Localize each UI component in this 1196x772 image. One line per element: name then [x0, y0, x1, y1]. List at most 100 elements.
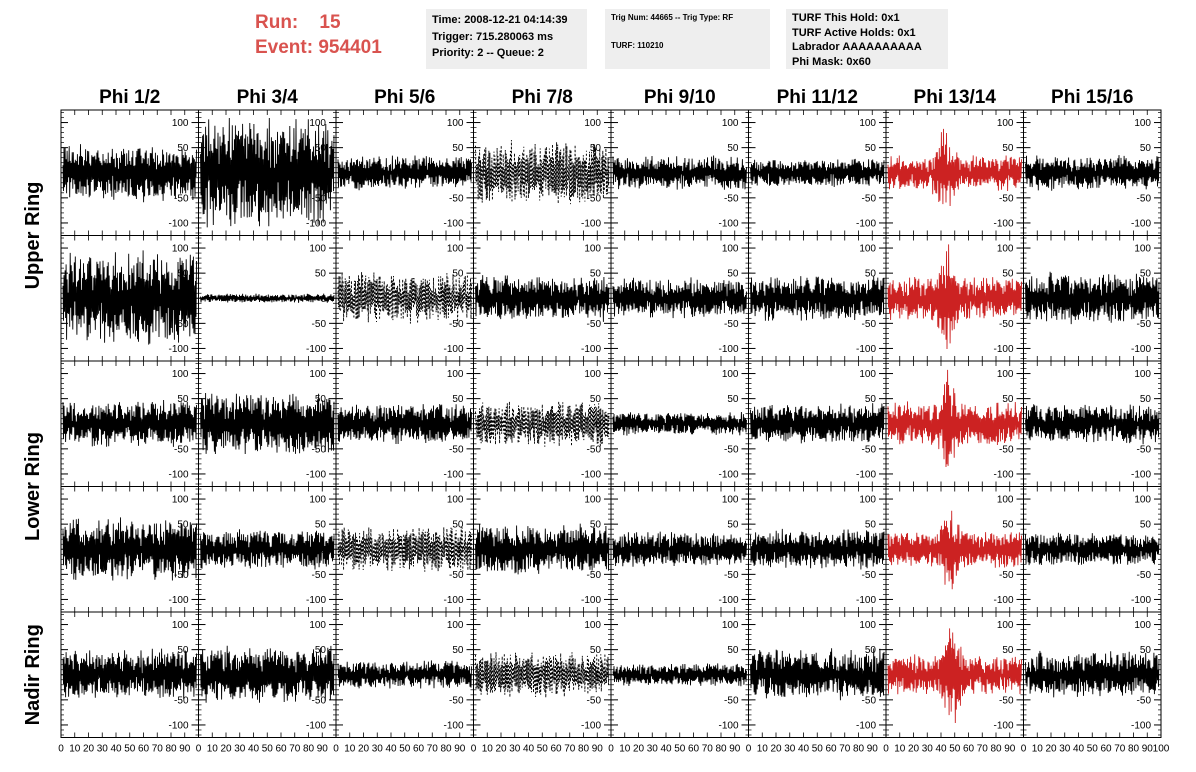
y-tick-label: -50	[862, 570, 877, 581]
y-tick-label: -100	[1131, 218, 1151, 229]
y-tick-label: -50	[862, 193, 877, 204]
x-tick-label: 20	[633, 744, 645, 755]
x-tick-label: 40	[523, 744, 535, 755]
y-tick-label: 50	[315, 269, 327, 280]
y-tick-label: 100	[859, 244, 876, 255]
y-tick-label: -100	[856, 469, 876, 480]
labrador-text: Labrador AAAAAAAAAA	[792, 41, 922, 53]
y-tick-label: -100	[306, 344, 326, 355]
y-tick-label: -100	[856, 595, 876, 606]
y-tick-label: -50	[1137, 570, 1152, 581]
y-tick-label: -100	[1131, 595, 1151, 606]
y-tick-label: 50	[1140, 520, 1152, 531]
y-tick-label: 100	[1134, 244, 1151, 255]
x-tick-label: 30	[647, 744, 659, 755]
waveform-trace	[62, 250, 197, 345]
x-tick-label: 40	[1073, 744, 1085, 755]
y-tick-label: 100	[172, 118, 189, 129]
y-tick-label: 50	[177, 143, 189, 154]
x-tick-label: 70	[289, 744, 301, 755]
y-tick-label: -50	[999, 319, 1014, 330]
waveform-trace	[612, 155, 747, 190]
column-title: Phi 1/2	[99, 87, 160, 108]
x-tick-label: 10	[207, 744, 219, 755]
waveform-trace	[200, 392, 335, 455]
y-tick-label: -50	[1137, 444, 1152, 455]
waveform-trace	[750, 158, 885, 188]
column-title: Phi 3/4	[237, 87, 299, 108]
y-tick-label: 100	[447, 369, 464, 380]
y-tick-label: -100	[581, 720, 601, 731]
y-tick-label: 50	[590, 520, 602, 531]
y-tick-label: 50	[865, 645, 877, 656]
x-tick-label: 50	[1087, 744, 1099, 755]
y-tick-label: 50	[315, 520, 327, 531]
y-tick-label: 50	[452, 520, 464, 531]
x-tick-label: 90	[592, 744, 604, 755]
trig-panel: Trig Num: 44665 -- Trig Type: RF TURF: 1…	[605, 9, 770, 69]
x-tick-label: 90	[179, 744, 191, 755]
turf-text: TURF: 110210	[611, 41, 664, 50]
x-tick-label: 40	[798, 744, 810, 755]
y-tick-label: 50	[452, 269, 464, 280]
waveform-trace	[612, 663, 747, 687]
x-tick-label: 50	[812, 744, 824, 755]
y-tick-label: 100	[997, 495, 1014, 506]
x-tick-label: 30	[509, 744, 521, 755]
waveform-trace	[475, 275, 610, 322]
x-tick-label: 50	[124, 744, 136, 755]
y-tick-label: -50	[587, 695, 602, 706]
waveform-trace	[750, 276, 885, 321]
y-tick-label: -100	[168, 469, 188, 480]
y-tick-label: -50	[587, 570, 602, 581]
waveform-trace	[750, 403, 885, 444]
y-tick-label: 50	[315, 394, 327, 405]
y-tick-label: -100	[1131, 469, 1151, 480]
x-tick-label: 10	[1032, 744, 1044, 755]
x-tick-label: 60	[963, 744, 975, 755]
y-tick-label: 50	[865, 394, 877, 405]
y-tick-label: 100	[447, 118, 464, 129]
x-tick-label: 80	[303, 744, 315, 755]
y-tick-label: 100	[584, 495, 601, 506]
y-tick-label: -100	[993, 595, 1013, 606]
y-tick-label: -50	[862, 319, 877, 330]
y-tick-label: -100	[993, 218, 1013, 229]
y-tick-label: 100	[997, 244, 1014, 255]
x-tick-label: 90	[317, 744, 329, 755]
y-tick-label: 50	[1140, 394, 1152, 405]
x-tick-label: 60	[688, 744, 700, 755]
waveform-trace	[200, 645, 335, 703]
x-tick-label: 70	[564, 744, 576, 755]
y-tick-label: 100	[859, 620, 876, 631]
waveform-trace	[1025, 271, 1160, 325]
y-tick-label: 50	[727, 520, 739, 531]
y-tick-label: 50	[865, 269, 877, 280]
y-tick-label: -50	[174, 444, 189, 455]
y-tick-label: 100	[584, 118, 601, 129]
x-tick-label: 10	[757, 744, 769, 755]
y-tick-label: 100	[722, 620, 739, 631]
y-tick-label: -50	[724, 319, 739, 330]
x-tick-label: 30	[784, 744, 796, 755]
x-tick-label: 40	[248, 744, 260, 755]
y-tick-label: 50	[1002, 143, 1014, 154]
y-tick-label: 100	[309, 118, 326, 129]
waveform-trace	[612, 411, 747, 436]
y-tick-label: -100	[1131, 344, 1151, 355]
priority-text: Priority: 2 -- Queue: 2	[432, 47, 544, 59]
x-tick-label: 90	[1004, 744, 1016, 755]
y-tick-label: 50	[1140, 143, 1152, 154]
x-tick-label: 0	[333, 744, 339, 755]
